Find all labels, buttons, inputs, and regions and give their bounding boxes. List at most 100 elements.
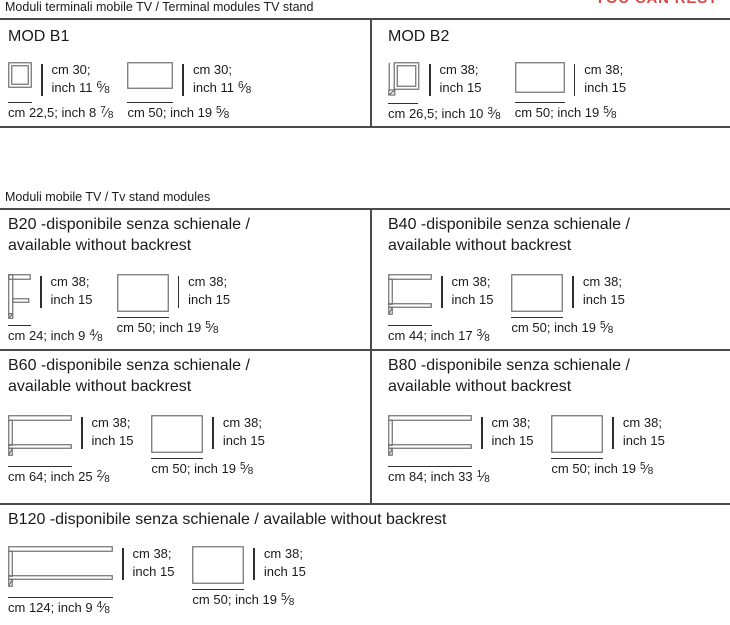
- dimension-blocks: cm 38; inch 15⁄ cm 124; inch 94⁄8 cm 38;…: [8, 546, 730, 616]
- module-top-diagram-icon: [511, 273, 564, 312]
- module-top-diagram-icon: [514, 62, 565, 93]
- module-side-diagram-icon: [388, 414, 472, 456]
- width-dimension-line: [511, 316, 564, 318]
- width-label: cm 50; inch 19 5⁄8: [514, 101, 630, 121]
- dimension-block: cm 30; inch 11 6⁄8 cm 22,5; inch 8 7⁄8: [8, 62, 113, 121]
- width-label: cm 24; inch 9 4⁄8: [8, 324, 103, 344]
- width-label: cm 50; inch 19 5⁄8: [116, 316, 234, 336]
- width-dimension-line: [8, 324, 31, 326]
- height-label: cm 30; inch 11 6⁄8: [192, 61, 252, 96]
- cell-title: B20 -disponibile senza schienale / availa…: [8, 215, 250, 254]
- width-dimension-line: [192, 588, 245, 590]
- section-label-terminal-modules: Moduli terminali mobile TV / Terminal mo…: [0, 0, 730, 20]
- section-label-tv-stand-modules: Moduli mobile TV / Tv stand modules: [0, 190, 730, 210]
- width-label: cm 64; inch 25 2⁄8: [8, 465, 137, 485]
- height-label: cm 38; inch 15⁄: [263, 545, 306, 579]
- height-dimension-line: [429, 63, 431, 96]
- dimension-blocks: cm 30; inch 11 6⁄8 cm 22,5; inch 8 7⁄8: [8, 62, 370, 121]
- tv-stand-modules-row-2: B60 -disponibile senza schienale / availa…: [0, 350, 730, 505]
- cell-b120: B120 -disponibile senza schienale / avai…: [0, 509, 730, 625]
- width-label: cm 50; inch 19 5⁄8: [151, 457, 268, 477]
- dimension-block: cm 38; inch 15⁄ cm 44; inch 173⁄8: [388, 274, 497, 344]
- height-dimension-line: [481, 416, 483, 449]
- module-side-diagram-icon: [388, 273, 432, 315]
- height-dimension-line: [40, 275, 42, 308]
- width-dimension-line: [514, 101, 565, 103]
- cell-b80: B80 -disponibile senza schienale / availa…: [370, 350, 730, 503]
- dimension-block: cm 38; inch 15⁄ cm 50; inch 195⁄8: [514, 61, 630, 121]
- height-label: cm 38; inch 15⁄: [222, 414, 265, 448]
- height-label: cm 30; inch 11 6⁄8: [51, 61, 110, 96]
- dimension-block: cm 38; inch 15⁄ cm 84; inch 331⁄8: [388, 415, 537, 485]
- width-label: cm 50; inch 19 5⁄8: [511, 316, 628, 336]
- height-label: cm 38; inch 15⁄: [584, 61, 627, 95]
- dimension-block: cm 38; inch 15⁄ cm 50; inch 195⁄8: [116, 273, 234, 336]
- width-label: cm 26,5; inch 10 3⁄8: [388, 102, 501, 122]
- cell-b40: B40 -disponibile senza schienale / availa…: [370, 209, 730, 349]
- height-label: cm 38; inch 15⁄: [451, 273, 494, 307]
- dimension-block: cm 38; inch 15⁄ cm 64; inch 252⁄8: [8, 415, 137, 485]
- cell-title: B120 -disponibile senza schienale / avai…: [8, 510, 447, 528]
- width-label: cm 50; inch 19 5⁄8: [192, 588, 309, 608]
- height-dimension-line: [122, 547, 124, 580]
- height-dimension-line: [441, 275, 443, 308]
- width-dimension-line: [8, 465, 72, 467]
- width-dimension-line: [8, 101, 32, 103]
- height-label: cm 38; inch 15⁄: [622, 414, 665, 448]
- module-side-diagram-icon: [8, 414, 72, 456]
- height-label: cm 38; inch 15⁄: [491, 414, 534, 448]
- cell-mod-b1: MOD B1 cm 30; inch 11 6⁄8 cm 22,5; inch 8…: [0, 20, 370, 126]
- module-side-diagram-icon: [8, 62, 32, 88]
- width-label: cm 44; inch 17 3⁄8: [388, 324, 497, 344]
- dimension-block: cm 38; inch 15⁄ cm 50; inch 195⁄8: [551, 415, 668, 477]
- dimension-blocks: cm 38; inch 15⁄ cm 64; inch 252⁄8: [8, 415, 370, 485]
- dimension-blocks: cm 38; inch 15⁄ cm 44; inch 173⁄8: [388, 274, 730, 344]
- width-dimension-line: [151, 457, 204, 459]
- width-label: cm 84; inch 33 1⁄8: [388, 465, 537, 485]
- cell-title: B40 -disponibile senza schienale / availa…: [388, 215, 630, 254]
- height-dimension-line: [81, 416, 83, 449]
- dimension-block: cm 38; inch 15⁄ cm 50; inch 195⁄8: [511, 274, 628, 336]
- terminal-modules-table: MOD B1 cm 30; inch 11 6⁄8 cm 22,5; inch 8…: [0, 19, 730, 128]
- width-dimension-line: [388, 324, 432, 326]
- height-dimension-line: [177, 275, 180, 308]
- dimension-blocks: cm 38; inch 15⁄ cm 84; inch 331⁄8: [388, 415, 730, 485]
- brand-tagline: YOU CAN REST: [595, 0, 718, 7]
- width-dimension-line: [551, 457, 604, 459]
- cell-b20: B20 -disponibile senza schienale / availa…: [0, 210, 370, 349]
- width-dimension-line: [127, 101, 174, 103]
- dimension-block: cm 38; inch 15⁄ cm 50; inch 195⁄8: [192, 546, 309, 608]
- module-top-diagram-icon: [192, 545, 245, 584]
- dimension-block: cm 38; inch 15⁄ cm 50; inch 195⁄8: [151, 415, 268, 477]
- cell-title: MOD B2: [388, 27, 450, 45]
- module-side-diagram-icon: [8, 545, 113, 587]
- width-label: cm 124; inch 9 4⁄8: [8, 596, 178, 616]
- height-dimension-line: [182, 63, 184, 96]
- cell-title: B60 -disponibile senza schienale / availa…: [8, 356, 250, 395]
- height-dimension-line: [612, 416, 614, 449]
- dimension-block: cm 38; inch 15⁄ cm 124; inch 94⁄8: [8, 546, 178, 616]
- cell-b60: B60 -disponibile senza schienale / availa…: [0, 351, 370, 503]
- width-dimension-line: [388, 465, 472, 467]
- cell-title: MOD B1: [8, 27, 70, 45]
- dimension-block: cm 30; inch 11 6⁄8 cm 50; inch 19 5⁄8: [127, 62, 251, 121]
- width-dimension-line: [388, 102, 418, 104]
- height-label: cm 38; inch 15⁄: [50, 273, 93, 307]
- dimension-block: cm 38; inch 15⁄ cm 26,5; inch 103⁄8: [388, 62, 501, 122]
- module-top-diagram-icon: [151, 414, 204, 453]
- module-top-diagram-icon: [116, 273, 169, 312]
- height-label: cm 38; inch 15⁄: [91, 414, 134, 448]
- cell-mod-b2: MOD B2 cm 38; inch 15⁄ cm 26,5; inch 103…: [370, 19, 730, 126]
- height-dimension-line: [572, 275, 574, 308]
- cell-title: B80 -disponibile senza schienale / availa…: [388, 356, 630, 395]
- height-dimension-line: [212, 416, 214, 449]
- height-dimension-line: [573, 63, 576, 96]
- height-label: cm 38; inch 15⁄: [188, 273, 231, 307]
- height-label: cm 38; inch 15⁄: [582, 273, 625, 307]
- module-top-diagram-icon: [551, 414, 604, 453]
- height-label: cm 38; inch 15⁄: [132, 545, 175, 579]
- width-label: cm 50; inch 19 5⁄8: [551, 457, 668, 477]
- width-label: cm 22,5; inch 8 7⁄8: [8, 101, 113, 121]
- tv-stand-modules-row-1: B20 -disponibile senza schienale / availa…: [0, 209, 730, 351]
- dimension-blocks: cm 38; inch 15⁄ cm 26,5; inch 103⁄8: [388, 62, 730, 122]
